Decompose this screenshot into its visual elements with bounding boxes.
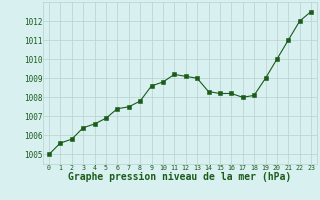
X-axis label: Graphe pression niveau de la mer (hPa): Graphe pression niveau de la mer (hPa): [68, 172, 292, 182]
